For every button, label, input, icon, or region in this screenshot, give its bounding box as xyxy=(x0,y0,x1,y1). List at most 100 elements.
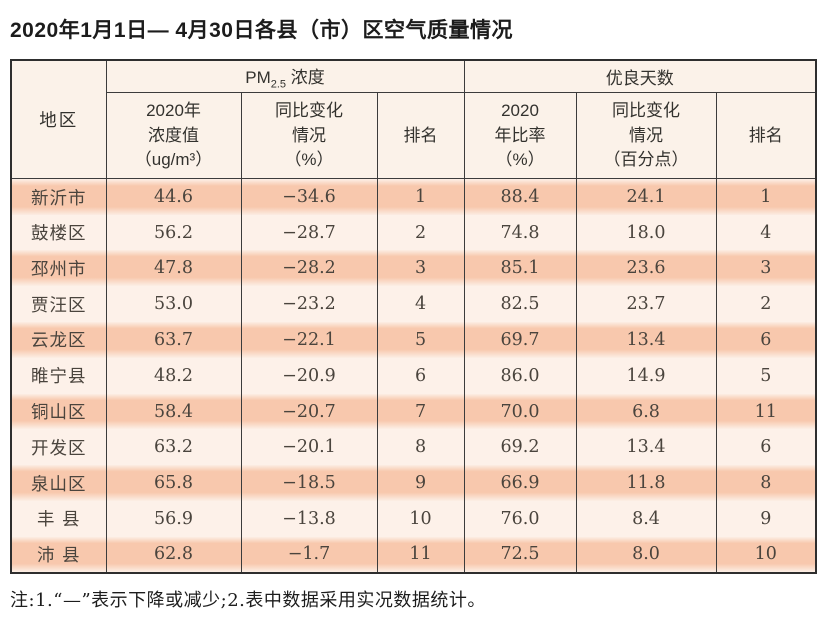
value-cell: −28.7 xyxy=(240,214,378,251)
value-cell: 24.1 xyxy=(575,178,717,215)
value-cell: 66.9 xyxy=(463,465,577,502)
table-row: 鼓楼区 56.2 −28.7 2 74.8 18.0 4 xyxy=(10,214,817,251)
value-cell: 58.4 xyxy=(105,393,242,430)
value-cell: 88.4 xyxy=(463,178,577,215)
value-cell: 48.2 xyxy=(105,357,242,394)
region-cell: 睢宁县 xyxy=(10,357,107,394)
good-days-2020-ratio-header: 2020 年比率 （%） xyxy=(463,92,577,180)
value-cell: 6 xyxy=(715,429,817,466)
value-cell: 74.8 xyxy=(463,214,577,251)
value-cell: 23.7 xyxy=(575,286,717,323)
value-cell: 2 xyxy=(715,286,817,323)
value-cell: 3 xyxy=(376,250,465,287)
value-cell: 56.2 xyxy=(105,214,242,251)
table-row: 沛 县 62.8 −1.7 11 72.5 8.0 10 xyxy=(10,536,817,573)
table-row: 丰 县 56.9 −13.8 10 76.0 8.4 9 xyxy=(10,501,817,537)
pm25-label-prefix: PM xyxy=(245,68,271,87)
region-cell: 云龙区 xyxy=(10,322,107,358)
value-cell: 13.4 xyxy=(575,322,717,358)
value-cell: 56.9 xyxy=(105,501,242,537)
page-title: 2020年1月1日— 4月30日各县（市）区空气质量情况 xyxy=(10,19,513,42)
air-quality-table: 地区 PM2.5 浓度 优良天数 2020年 浓度值 （ug/m³） 同比变化 … xyxy=(10,59,818,574)
value-cell: −20.7 xyxy=(240,393,378,430)
value-cell: 23.6 xyxy=(575,250,717,287)
region-cell: 新沂市 xyxy=(10,178,107,215)
value-cell: 47.8 xyxy=(105,250,242,287)
region-cell: 铜山区 xyxy=(10,393,107,430)
value-cell: 5 xyxy=(715,357,817,394)
value-cell: −20.1 xyxy=(240,429,378,466)
table-row: 开发区 63.2 −20.1 8 69.2 13.4 6 xyxy=(10,429,817,466)
value-cell: 10 xyxy=(715,536,817,573)
table-row: 云龙区 63.7 −22.1 5 69.7 13.4 6 xyxy=(10,322,817,358)
value-cell: 63.7 xyxy=(105,322,242,358)
pm25-2020-value-header: 2020年 浓度值 （ug/m³） xyxy=(105,92,242,180)
value-cell: 63.2 xyxy=(105,429,242,466)
good-days-group-header: 优良天数 xyxy=(463,59,817,94)
pm25-group-header: PM2.5 浓度 xyxy=(105,59,465,94)
pm25-label-suffix: 浓度 xyxy=(286,68,325,87)
group-header-row: 地区 PM2.5 浓度 优良天数 xyxy=(10,59,817,180)
value-cell: −20.9 xyxy=(240,357,378,394)
value-cell: −28.2 xyxy=(240,250,378,287)
pm25-yoy-change-header: 同比变化 情况 （%） xyxy=(240,92,378,180)
value-cell: 86.0 xyxy=(463,357,577,394)
value-cell: 69.7 xyxy=(463,322,577,358)
region-cell: 鼓楼区 xyxy=(10,214,107,251)
value-cell: 82.5 xyxy=(463,286,577,323)
value-cell: 5 xyxy=(376,322,465,358)
value-cell: 8 xyxy=(715,465,817,502)
table-row: 铜山区 58.4 −20.7 7 70.0 6.8 11 xyxy=(10,393,817,430)
value-cell: 76.0 xyxy=(463,501,577,537)
value-cell: −34.6 xyxy=(240,178,378,215)
value-cell: 70.0 xyxy=(463,393,577,430)
value-cell: 4 xyxy=(715,214,817,251)
value-cell: 13.4 xyxy=(575,429,717,466)
table-row: 睢宁县 48.2 −20.9 6 86.0 14.9 5 xyxy=(10,357,817,394)
value-cell: −13.8 xyxy=(240,501,378,537)
value-cell: 1 xyxy=(715,178,817,215)
value-cell: 44.6 xyxy=(105,178,242,215)
region-column-header: 地区 xyxy=(10,59,107,180)
value-cell: 14.9 xyxy=(575,357,717,394)
value-cell: 4 xyxy=(376,286,465,323)
table-row: 贾汪区 53.0 −23.2 4 82.5 23.7 2 xyxy=(10,286,817,323)
region-cell: 贾汪区 xyxy=(10,286,107,323)
pm25-rank-header: 排名 xyxy=(376,92,465,180)
good-days-yoy-change-header: 同比变化 情况 （百分点） xyxy=(575,92,717,180)
value-cell: 6.8 xyxy=(575,393,717,430)
value-cell: 8.0 xyxy=(575,536,717,573)
value-cell: 9 xyxy=(715,501,817,537)
footnote: 注:1.“—”表示下降或减少;2.表中数据采用实况数据统计。 xyxy=(10,589,486,611)
value-cell: 10 xyxy=(376,501,465,537)
region-cell: 丰 县 xyxy=(10,501,107,537)
value-cell: 11.8 xyxy=(575,465,717,502)
value-cell: 2 xyxy=(376,214,465,251)
value-cell: 18.0 xyxy=(575,214,717,251)
table-body: 新沂市 44.6 −34.6 1 88.4 24.1 1 鼓楼区 56.2 −28.7 2 74.8 1… xyxy=(10,178,817,573)
region-cell: 沛 县 xyxy=(10,536,107,573)
value-cell: 9 xyxy=(376,465,465,502)
value-cell: 7 xyxy=(376,393,465,430)
pm25-subscript: 2.5 xyxy=(270,78,287,91)
value-cell: 11 xyxy=(376,536,465,573)
sub-header-row: 2020年 浓度值 （ug/m³） 同比变化 情况 （%） 排名 2020 年比… xyxy=(11,92,817,180)
value-cell: 62.8 xyxy=(105,536,242,573)
value-cell: 72.5 xyxy=(463,536,577,573)
value-cell: 3 xyxy=(715,250,817,287)
value-cell: 11 xyxy=(715,393,817,430)
value-cell: 53.0 xyxy=(105,286,242,323)
value-cell: 6 xyxy=(376,357,465,394)
table-row: 泉山区 65.8 −18.5 9 66.9 11.8 8 xyxy=(10,465,817,502)
table-row: 新沂市 44.6 −34.6 1 88.4 24.1 1 xyxy=(10,178,817,215)
value-cell: 1 xyxy=(376,178,465,215)
value-cell: 8.4 xyxy=(575,501,717,537)
value-cell: 6 xyxy=(715,322,817,358)
value-cell: −23.2 xyxy=(240,286,378,323)
value-cell: −18.5 xyxy=(240,465,378,502)
table-header: 地区 PM2.5 浓度 优良天数 2020年 浓度值 （ug/m³） 同比变化 … xyxy=(10,59,817,180)
value-cell: −1.7 xyxy=(240,536,378,573)
value-cell: −22.1 xyxy=(240,322,378,358)
region-cell: 邳州市 xyxy=(10,250,107,287)
value-cell: 85.1 xyxy=(463,250,577,287)
